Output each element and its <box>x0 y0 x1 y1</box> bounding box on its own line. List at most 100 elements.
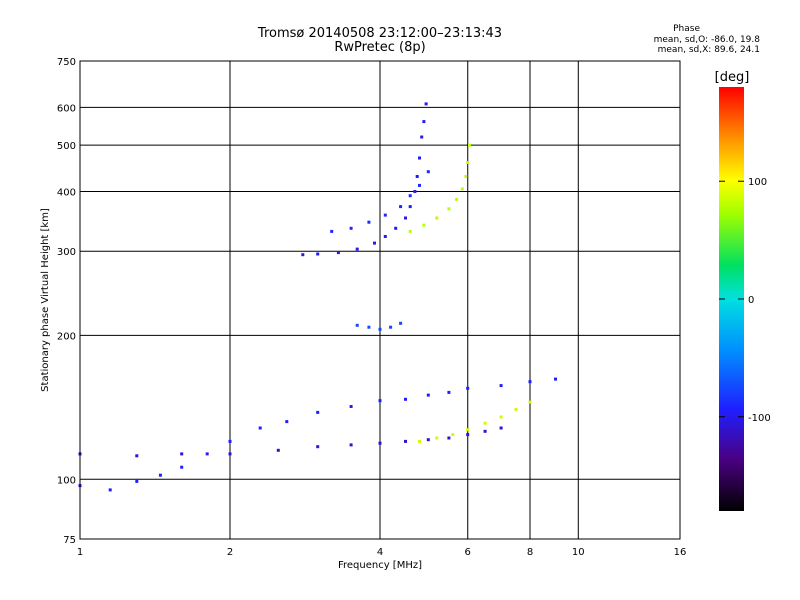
y-tick-label: 500 <box>57 141 76 152</box>
grid-layer <box>80 61 680 539</box>
echo-point <box>418 439 421 443</box>
x-tick-label: 1 <box>77 547 83 558</box>
echo-point <box>285 420 289 424</box>
echo-point <box>447 207 451 211</box>
echo-point <box>447 390 451 394</box>
echo-point <box>435 436 439 440</box>
echo-point <box>424 102 428 106</box>
echo-point <box>528 380 532 384</box>
echo-point <box>499 426 503 430</box>
echo-point <box>394 226 398 230</box>
echo-point <box>378 327 382 331</box>
y-tick-label: 400 <box>57 187 76 198</box>
echo-point <box>413 190 417 193</box>
echo-point <box>426 170 430 174</box>
colorbar-label: [deg] <box>715 70 750 85</box>
y-axis-label: Stationary phase Virtual Height [km] <box>40 208 51 392</box>
colorbar-tick-label: -100 <box>748 413 771 424</box>
echo-point <box>466 386 470 390</box>
echo-point <box>408 205 412 209</box>
echo-point <box>408 194 412 198</box>
echo-point <box>205 452 209 456</box>
echo-point <box>460 187 464 191</box>
echo-point <box>378 441 382 445</box>
echo-point <box>418 183 421 187</box>
echo-point <box>228 439 232 443</box>
echo-point <box>349 226 353 230</box>
echo-point <box>408 229 412 233</box>
y-tick-label: 200 <box>57 331 76 342</box>
echo-point <box>435 216 439 220</box>
y-tick-label: 750 <box>57 57 76 68</box>
echo-point <box>466 428 470 432</box>
echo-point <box>108 488 112 492</box>
echo-point <box>422 223 426 227</box>
echo-point <box>316 445 320 449</box>
x-tick-label: 4 <box>377 547 383 558</box>
echo-point <box>367 325 371 329</box>
echo-point <box>383 213 387 217</box>
phase-line-o: mean, sd,O: -86.0, 19.8 <box>653 35 760 45</box>
echo-point <box>483 429 487 433</box>
colorbar-tick-label: 0 <box>748 295 754 306</box>
x-axis-label: Frequency [MHz] <box>338 560 422 571</box>
echo-point <box>554 377 557 381</box>
echo-point <box>399 205 403 209</box>
echo-point <box>404 216 407 220</box>
axis-ticks: 1 2 4 6 8 10 16 75 100 200 300 400 500 600 750 <box>57 57 686 558</box>
echo-point <box>466 161 470 164</box>
x-tick-label: 8 <box>527 547 533 558</box>
echo-point <box>426 393 430 397</box>
echo-point <box>276 448 280 452</box>
echo-point <box>399 321 403 325</box>
echo-point <box>383 235 387 238</box>
echo-point <box>367 220 371 224</box>
echo-point <box>258 426 262 430</box>
echo-point <box>180 452 184 456</box>
echo-point <box>451 433 455 437</box>
phase-label: Phase <box>673 24 700 34</box>
echo-point <box>135 479 139 483</box>
colorbar-ticks: 100 0 -100 <box>719 177 771 424</box>
y-tick-label: 100 <box>57 475 76 486</box>
echo-point <box>404 439 407 443</box>
echo-point <box>422 120 426 124</box>
x-tick-label: 10 <box>572 547 585 558</box>
echo-point <box>418 156 421 160</box>
x-tick-label: 2 <box>227 547 233 558</box>
echo-point <box>499 384 503 388</box>
x-tick-label: 16 <box>674 547 687 558</box>
echo-point <box>499 415 503 419</box>
echo-point <box>378 399 382 403</box>
echo-point <box>330 229 334 233</box>
chart-title-line2: RwPretec (8p) <box>334 40 426 55</box>
data-points <box>78 102 557 492</box>
echo-point <box>158 473 162 477</box>
y-tick-label: 300 <box>57 247 76 258</box>
echo-point <box>316 252 320 256</box>
x-tick-label: 6 <box>465 547 471 558</box>
echo-point <box>468 143 471 147</box>
echo-point <box>415 175 419 178</box>
chart-title-line1: Tromsø 20140508 23:12:00–23:13:43 <box>257 26 503 41</box>
echo-point <box>528 400 532 404</box>
phase-line-x: mean, sd,X: 89.6, 24.1 <box>657 45 760 55</box>
echo-point <box>514 407 518 411</box>
echo-point <box>336 251 340 255</box>
echo-point <box>389 325 393 329</box>
echo-point <box>301 253 305 257</box>
echo-point <box>483 421 487 425</box>
echo-point <box>404 397 407 401</box>
echo-point <box>135 454 139 458</box>
echo-point <box>420 135 424 139</box>
echo-point <box>464 175 468 178</box>
echo-point <box>455 197 459 201</box>
y-tick-label: 75 <box>63 535 76 546</box>
echo-point <box>426 438 430 442</box>
echo-point <box>349 443 353 447</box>
colorbar-tick-label: 100 <box>748 177 767 188</box>
y-tick-label: 600 <box>57 103 76 114</box>
echo-point <box>349 405 353 408</box>
echo-point <box>228 452 232 456</box>
